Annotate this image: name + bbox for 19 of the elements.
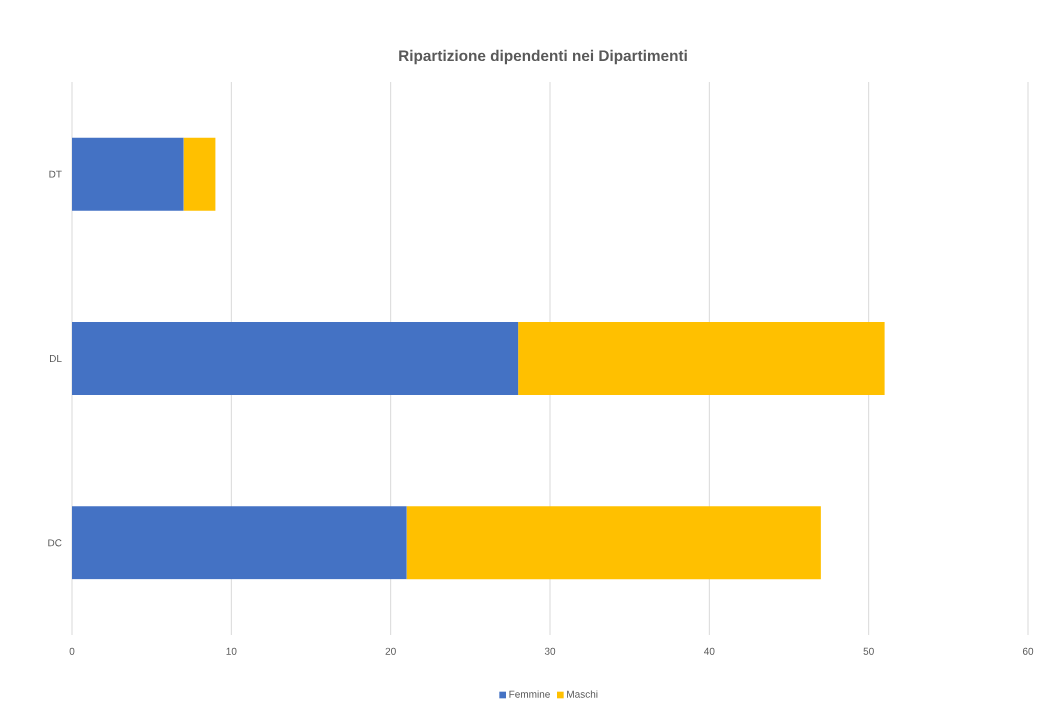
bar <box>406 506 821 580</box>
bar <box>72 506 407 580</box>
bar <box>518 322 885 396</box>
x-tick-label: 20 <box>385 647 396 655</box>
bar <box>183 137 216 211</box>
x-tick-label: 40 <box>704 647 715 655</box>
legend-label: Maschi <box>567 690 598 698</box>
x-tick-label: 50 <box>863 647 874 655</box>
x-tick-label: 0 <box>69 647 75 655</box>
bar <box>72 322 519 396</box>
x-tick-label: 10 <box>226 647 237 655</box>
x-tick-label: 30 <box>544 647 556 655</box>
bar <box>72 137 184 211</box>
y-tick-label: DL <box>49 355 62 362</box>
y-tick-label: DT <box>49 170 62 178</box>
x-tick-label: 60 <box>1022 647 1034 655</box>
y-tick-label: DC <box>48 539 62 547</box>
chart-title: Ripartizione dipendenti nei Dipartimenti <box>399 49 687 65</box>
legend-label: Femmine <box>509 690 550 698</box>
